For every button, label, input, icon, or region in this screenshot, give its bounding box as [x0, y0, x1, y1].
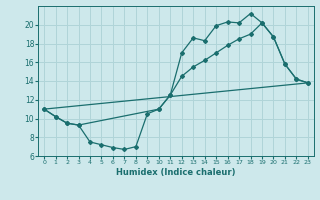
- X-axis label: Humidex (Indice chaleur): Humidex (Indice chaleur): [116, 168, 236, 177]
